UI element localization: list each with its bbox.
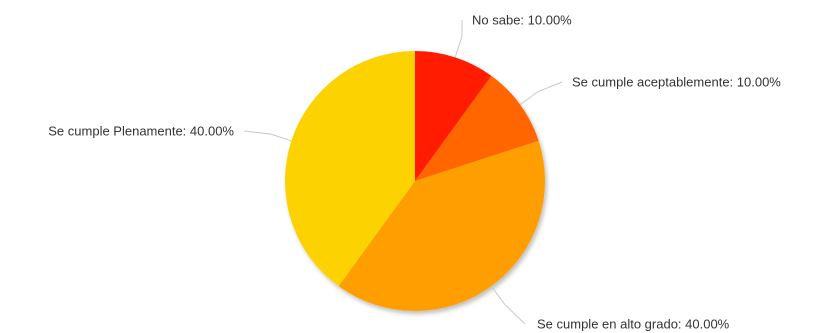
pie-labels: No sabe: 10.00% Se cumple aceptablemente:…	[48, 13, 781, 332]
pie-leader-lines	[243, 19, 563, 325]
pie-slice-2[interactable]	[415, 75, 539, 181]
leader-line-3	[491, 285, 526, 325]
pie-label-1: No sabe: 10.00%	[472, 13, 572, 28]
leader-line-1	[454, 19, 463, 58]
pie-slices	[285, 51, 545, 311]
pie-slice-4[interactable]	[285, 51, 415, 287]
pie-label-3: Se cumple en alto grado: 40.00%	[537, 317, 730, 332]
pie-label-2: Se cumple aceptablemente: 10.00%	[572, 75, 781, 90]
leader-line-4	[243, 130, 292, 142]
leader-line-2	[519, 81, 563, 105]
pie-slice-3[interactable]	[338, 140, 545, 311]
pie-label-4: Se cumple Plenamente: 40.00%	[48, 124, 234, 139]
pie-slice-1[interactable]	[415, 51, 492, 181]
